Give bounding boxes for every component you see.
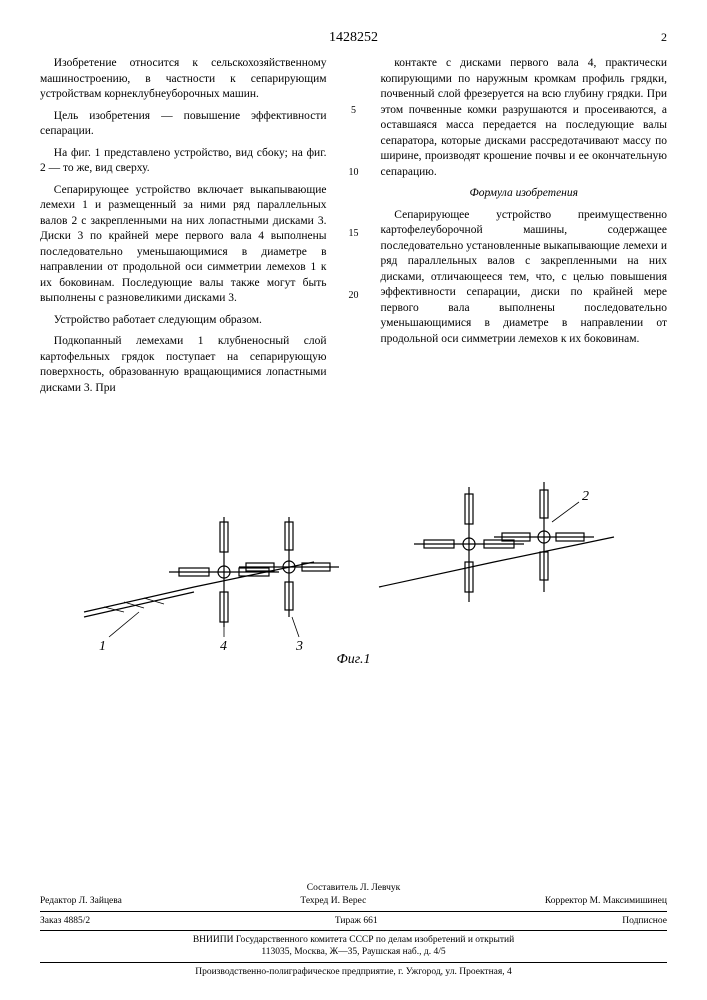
footer-editor: Редактор Л. Зайцева	[40, 895, 122, 907]
line-number: 20	[349, 289, 359, 303]
figure-caption: Фиг.1	[40, 652, 667, 668]
footer-composer: Составитель Л. Левчук	[40, 882, 667, 894]
imprint-footer: Составитель Л. Левчук Редактор Л. Зайцев…	[40, 882, 667, 978]
footer-address1: 113035, Москва, Ж—35, Раушская наб., д. …	[40, 946, 667, 958]
para: Подкопанный лемехами 1 клубненосный слой…	[40, 334, 327, 396]
para: Сепарирующее устройство преимущественно …	[381, 208, 668, 348]
para: Цель изобретения — повышение эффективнос…	[40, 109, 327, 140]
para: На фиг. 1 представлено устройство, вид с…	[40, 146, 327, 177]
footer-tirazh: Тираж 661	[335, 915, 378, 927]
figure-label-2: 2	[582, 489, 589, 504]
footer-corrector: Корректор М. Максимишинец	[545, 895, 667, 907]
line-number: 5	[351, 104, 356, 118]
page: 1428252 2 Изобретение относится к сельск…	[0, 0, 707, 1000]
para: Сепарирующее устройство включает выкапыв…	[40, 183, 327, 307]
claims-heading: Формула изобретения	[381, 186, 668, 202]
line-number: 10	[349, 166, 359, 180]
line-number: 15	[349, 227, 359, 241]
figure-1: 1 4 3 2 Фиг.1	[40, 422, 667, 668]
figure-svg: 1 4 3 2	[74, 422, 634, 652]
footer-podpisnoe: Подписное	[622, 915, 667, 927]
patent-number: 1428252	[40, 30, 667, 46]
left-column: Изобретение относится к сельскохозяйстве…	[40, 56, 327, 402]
footer-org: ВНИИПИ Государственного комитета СССР по…	[40, 934, 667, 946]
footer-order: Заказ 4885/2	[40, 915, 90, 927]
line-number-gutter: 5 10 15 20	[347, 56, 361, 402]
footer-techred: Техред И. Верес	[300, 895, 366, 907]
figure-label-1: 1	[99, 639, 106, 652]
right-column: контакте с дисками первого вала 4, практ…	[381, 56, 668, 402]
text-columns: Изобретение относится к сельскохозяйстве…	[40, 56, 667, 402]
page-number: 2	[661, 30, 667, 45]
para: Изобретение относится к сельскохозяйстве…	[40, 56, 327, 103]
para: Устройство работает следующим образом.	[40, 313, 327, 329]
footer-address2: Производственно-полиграфическое предприя…	[40, 966, 667, 978]
figure-label-4: 4	[220, 639, 227, 652]
para: контакте с дисками первого вала 4, практ…	[381, 56, 668, 180]
figure-label-3: 3	[295, 639, 303, 652]
